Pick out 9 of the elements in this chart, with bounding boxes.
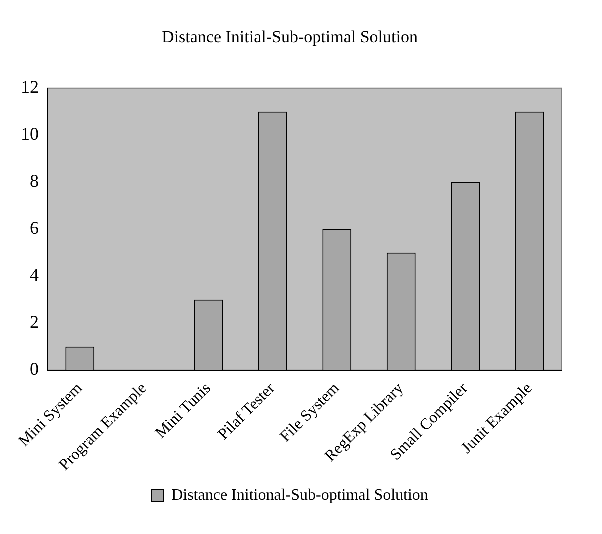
legend-label: Distance Initional-Sub-optimal Solution: [172, 487, 428, 504]
y-tick-label: 6: [30, 218, 39, 238]
y-tick-label: 2: [30, 312, 39, 332]
y-tick-label: 0: [30, 359, 39, 380]
y-tick-label: 4: [30, 265, 39, 286]
y-tick-label: 12: [21, 77, 39, 98]
y-tick-label: 10: [21, 124, 39, 144]
y-tick-label: 8: [30, 171, 39, 192]
chart-title: Distance Initial-Sub-optimal Solution: [162, 28, 418, 47]
